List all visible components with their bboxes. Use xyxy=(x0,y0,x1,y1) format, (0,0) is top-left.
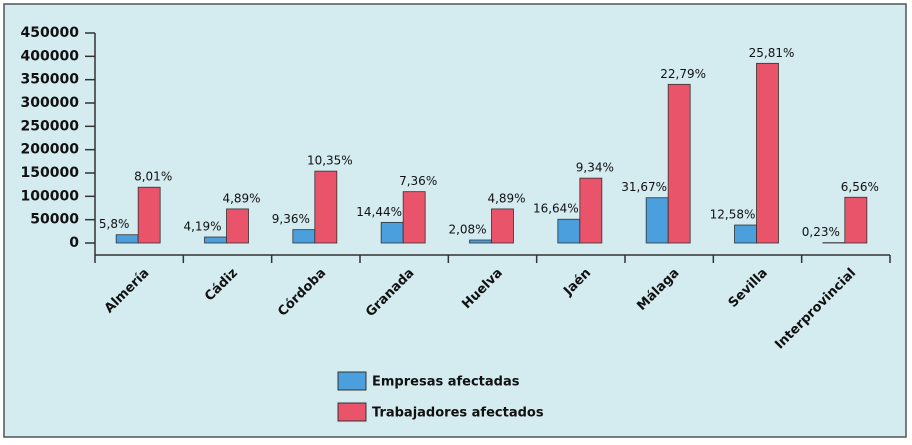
share-label: 0,23% xyxy=(802,225,840,239)
bar xyxy=(403,192,425,243)
legend-label: Empresas afectadas xyxy=(372,375,520,390)
bar xyxy=(470,240,492,243)
y-tick-label: 250000 xyxy=(21,118,80,134)
y-tick-label: 0 xyxy=(69,235,79,251)
y-tick-label: 300000 xyxy=(21,95,80,111)
share-label: 31,67% xyxy=(621,180,667,194)
bar xyxy=(646,198,668,243)
legend-swatch xyxy=(338,372,366,390)
y-tick-label: 150000 xyxy=(21,165,80,181)
share-label: 4,89% xyxy=(222,191,260,205)
bar xyxy=(580,178,602,243)
y-tick-label: 50000 xyxy=(30,212,79,228)
legend-label: Trabajadores afectados xyxy=(372,406,544,421)
legend-swatch xyxy=(338,403,366,421)
share-label: 5,8% xyxy=(99,217,130,231)
bar xyxy=(315,171,337,243)
bar xyxy=(205,237,227,243)
bar xyxy=(735,225,757,243)
share-label: 12,58% xyxy=(710,208,756,222)
share-label: 9,36% xyxy=(272,212,310,226)
bar xyxy=(492,209,514,243)
y-tick-label: 100000 xyxy=(21,188,80,204)
bar xyxy=(845,197,867,243)
share-label: 22,79% xyxy=(660,67,706,81)
bar xyxy=(381,222,403,243)
y-tick-label: 200000 xyxy=(21,142,80,158)
share-label: 8,01% xyxy=(134,170,172,184)
share-label: 10,35% xyxy=(307,154,353,168)
share-label: 4,19% xyxy=(183,220,221,234)
bar xyxy=(138,187,160,243)
bar xyxy=(227,209,249,243)
share-label: 9,34% xyxy=(576,161,614,175)
bar xyxy=(116,235,138,243)
share-label: 6,56% xyxy=(841,180,879,194)
y-tick-label: 350000 xyxy=(21,72,80,88)
share-label: 4,89% xyxy=(487,191,525,205)
share-label: 2,08% xyxy=(448,223,486,237)
y-tick-label: 400000 xyxy=(21,48,80,64)
y-tick-label: 450000 xyxy=(21,25,80,41)
share-label: 7,36% xyxy=(399,174,437,188)
share-label: 25,81% xyxy=(749,46,795,60)
bar xyxy=(293,230,315,243)
share-label: 16,64% xyxy=(533,202,579,216)
bar xyxy=(757,63,779,243)
bar xyxy=(558,219,580,243)
share-label: 14,44% xyxy=(356,205,402,219)
bar xyxy=(668,84,690,243)
